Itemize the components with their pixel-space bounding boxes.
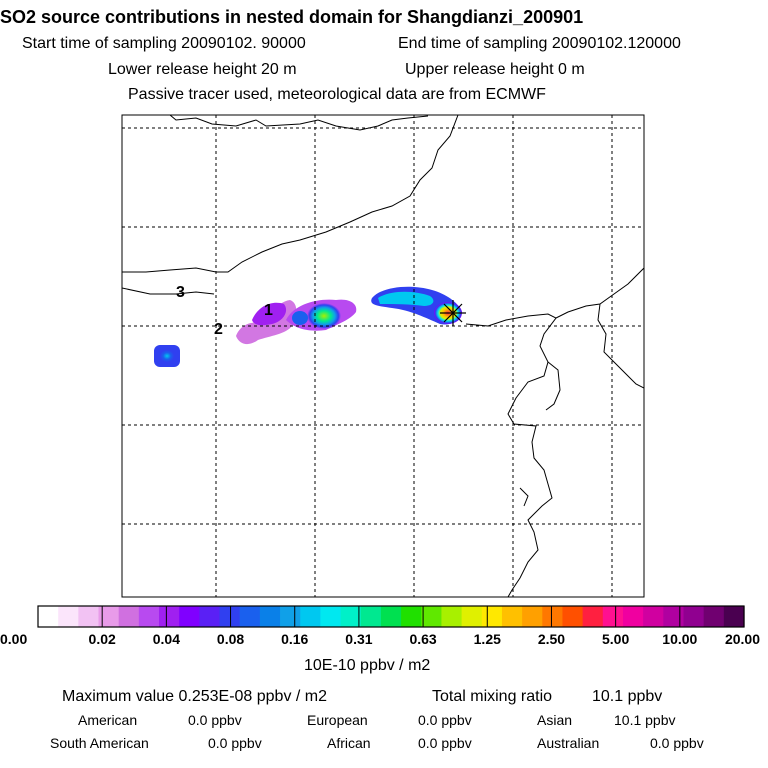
colorbar-swatch [622,606,644,627]
coastline-islands [519,487,529,507]
total-mixing-ratio-value: 10.1 ppbv [592,688,663,705]
colorbar-swatch [723,606,745,627]
colorbar-swatch [219,606,241,627]
region-south-american-name: South American [50,735,149,751]
colorbar-swatch [562,606,584,627]
colorbar-swatch [683,606,705,627]
colorbar-swatch [542,606,564,627]
colorbar-swatch [118,606,140,627]
plume-west-arm-2 [252,302,287,326]
border-northeast [122,115,459,273]
border-north [169,115,429,131]
region-australian-name: Australian [537,735,600,751]
colorbar-swatch [663,606,685,627]
region-asian-value: 10.1 ppbv [614,712,676,728]
coastline-bay [545,361,561,411]
region-european-name: European [307,712,368,728]
gridlines [122,115,644,597]
total-mixing-ratio-label: Total mixing ratio [432,688,553,705]
plume-central-core [307,303,341,329]
colorbar-swatch [522,606,543,627]
receptor-star-marker [440,300,466,326]
tracer-info-label: Passive tracer used, meteorological data… [128,86,546,103]
colorbar-swatch [501,606,523,627]
colorbar-swatch [582,606,604,627]
colorbar-tick-label: 0.16 [281,631,309,647]
colorbar-tick-label: 0.63 [409,631,437,647]
colorbar-swatch [259,606,281,627]
colorbar-swatch [461,606,483,627]
colorbar-swatch [300,606,321,627]
colorbar-swatch [98,606,120,627]
coastline-korea-south [597,303,644,389]
colorbar-tick-label: 0.08 [216,631,245,647]
region-american-name: American [78,712,138,728]
colorbar-swatch [602,606,624,627]
end-time-label: End time of sampling 20090102.120000 [398,35,681,52]
plume-isolated-core [160,350,174,362]
colorbar-swatch [78,606,100,627]
colorbar-swatch [360,606,382,627]
colorbar-units: 10E-10 ppbv / m2 [304,657,431,674]
region-african-name: African [327,735,371,751]
site-label-3: 3 [176,284,185,301]
colorbar-tick-label: 0.31 [345,631,373,647]
region-australian-value: 0.0 ppbv [650,735,704,751]
colorbar-swatch [401,606,422,627]
colorbar-swatch [441,606,463,627]
colorbar-swatch [481,606,503,627]
coastline-borders [122,115,644,597]
colorbar-swatch [199,606,221,627]
plume-patches [154,286,462,367]
colorbar-frame [37,605,745,628]
plume-central-west [292,311,308,325]
colorbar-swatch [179,606,200,627]
colorbar-tick-label: 5.00 [602,631,630,647]
colorbar-swatch [703,606,725,627]
colorbar-swatch [380,606,402,627]
colorbar-tick-label: 0.00 [0,631,28,647]
upper-release-height-label: Upper release height 0 m [405,61,585,78]
region-european-value: 0.0 ppbv [418,712,472,728]
region-asian-name: Asian [537,712,573,728]
region-african-value: 0.0 ppbv [418,735,472,751]
colorbar-swatch [320,606,342,627]
colorbar-swatch [38,606,59,627]
map-frame [121,114,645,598]
colorbar-swatch [159,606,180,627]
colorbar-swatch [138,606,160,627]
colorbar-swatch [280,606,301,627]
colorbar-tick-label: 1.25 [473,631,501,647]
page-title: SO2 source contributions in nested domai… [0,7,584,27]
region-south-american-value: 0.0 ppbv [208,735,262,751]
colorbar-swatch [643,606,664,627]
plume-east-inner [378,291,434,306]
colorbar-tick-label: 10.00 [662,631,698,647]
region-american-value: 0.0 ppbv [188,712,242,728]
site-label-2: 2 [214,321,223,338]
colorbar-swatch [58,606,79,627]
lower-release-height-label: Lower release height 20 m [108,61,297,78]
colorbar-tick-label: 0.02 [88,631,116,647]
colorbar-swatch [340,606,362,627]
colorbar-tick-label: 0.04 [152,631,180,647]
site-label-1: 1 [264,302,273,319]
colorbar [37,606,745,627]
border-dip [122,287,215,295]
colorbar-swatch [421,606,443,627]
maximum-value-label: Maximum value 0.253E-08 ppbv / m2 [62,688,328,705]
colorbar-swatch [239,606,261,627]
colorbar-tick-label: 20.00 [724,631,760,647]
start-time-label: Start time of sampling 20090102. 90000 [22,35,306,52]
colorbar-tick-label: 2.50 [537,631,566,647]
